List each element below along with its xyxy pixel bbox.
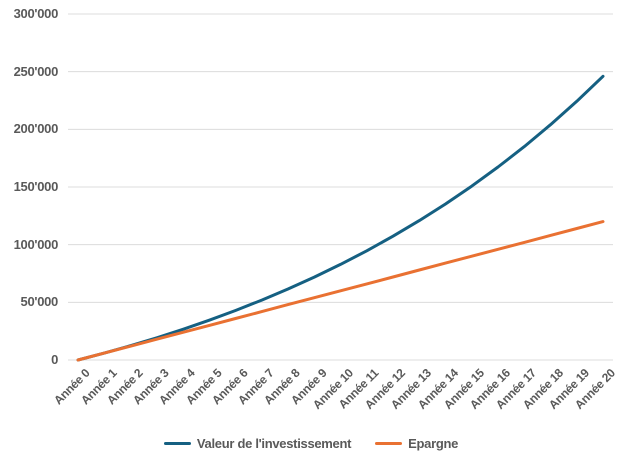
legend-item-valeur-investissement: Valeur de l'investissement bbox=[163, 436, 352, 451]
legend-item-epargne: Epargne bbox=[375, 436, 458, 451]
legend-line-swatch-investissement bbox=[163, 442, 191, 445]
legend-label-investissement: Valeur de l'investissement bbox=[196, 436, 352, 451]
chart-legend: Valeur de l'investissement Epargne bbox=[0, 436, 622, 451]
series-line-1 bbox=[76, 220, 605, 362]
y-axis-tick-label: 250'000 bbox=[13, 63, 59, 79]
y-axis-tick-label: 0 bbox=[51, 352, 58, 367]
y-axis-tick-label: 200'000 bbox=[13, 121, 59, 137]
y-axis-tick-label: 300'000 bbox=[13, 6, 59, 21]
y-axis-tick-label: 100'000 bbox=[13, 236, 59, 252]
y-axis-tick-label: 150'000 bbox=[13, 179, 59, 194]
legend-line-swatch-epargne bbox=[375, 442, 403, 445]
y-axis-tick-label: 50'000 bbox=[20, 294, 59, 310]
legend-label-epargne: Epargne bbox=[408, 436, 459, 451]
series-line-0 bbox=[76, 74, 605, 362]
